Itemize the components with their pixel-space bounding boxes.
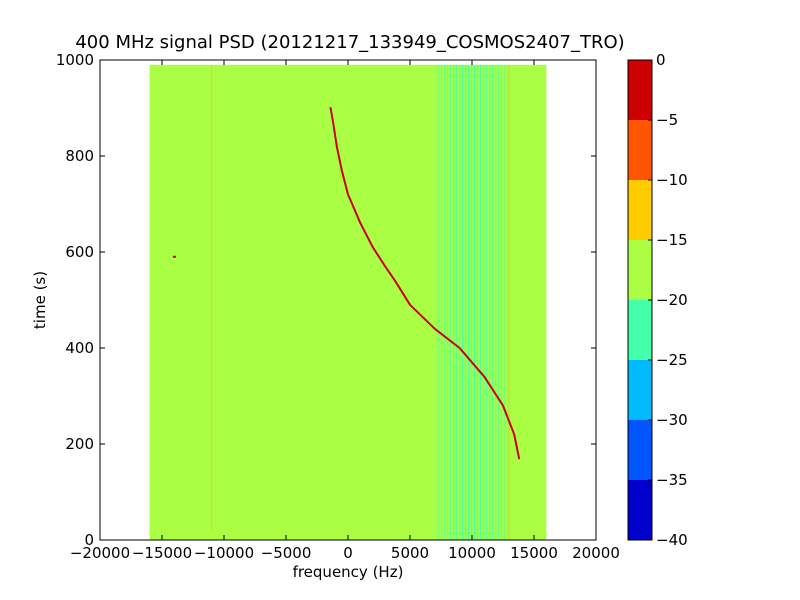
noise-strip xyxy=(482,64,485,541)
noise-strip xyxy=(470,64,473,541)
colorbar-tick-label: −30 xyxy=(656,411,688,429)
noise-strip xyxy=(503,64,506,541)
colorbar-segment xyxy=(628,480,652,540)
noise-strip xyxy=(506,64,509,541)
y-axis-label: time (s) xyxy=(31,271,49,329)
noise-strip xyxy=(449,64,452,541)
colorbar-tick-label: 0 xyxy=(656,51,666,69)
colorbar-segment xyxy=(628,420,652,480)
chart-title: 400 MHz signal PSD (20121217_133949_COSM… xyxy=(75,32,624,53)
noise-strip xyxy=(440,64,443,541)
colorbar-segment xyxy=(628,360,652,420)
noise-strip xyxy=(461,64,464,541)
noise-strip xyxy=(434,64,437,541)
colorbar-tick-label: −20 xyxy=(656,291,688,309)
noise-strip xyxy=(479,64,482,541)
colorbar-ticks: −40 −35 −30 −25 −20 −15 −10 −5 0 xyxy=(648,51,688,549)
noise-strip xyxy=(452,64,455,541)
y-tick-label: 200 xyxy=(65,435,94,453)
noise-strip xyxy=(491,64,494,541)
colorbar-tick-label: −40 xyxy=(656,531,688,549)
colorbar-tick-label: −25 xyxy=(656,351,688,369)
noise-strip xyxy=(437,64,440,541)
y-tick-label: 0 xyxy=(84,531,94,549)
noise-strip xyxy=(476,64,479,541)
x-tick-label: 10000 xyxy=(448,544,496,562)
noise-strip xyxy=(464,64,467,541)
x-tick-label: 15000 xyxy=(510,544,558,562)
x-tick-label: 0 xyxy=(343,544,353,562)
noise-strip xyxy=(488,64,491,541)
noise-strip xyxy=(458,64,461,541)
colorbar-segment xyxy=(628,300,652,360)
noise-strip xyxy=(455,64,458,541)
x-tick-label: −5000 xyxy=(261,544,312,562)
spectrogram-plot: −20000 −15000 −10000 −5000 0 5000 10000 15000 20… xyxy=(56,51,620,562)
colorbar-tick-label: −5 xyxy=(656,111,678,129)
colorbar: −40 −35 −30 −25 −20 −15 −10 −5 0 xyxy=(627,51,688,549)
y-tick-label: 400 xyxy=(65,339,94,357)
noise-strip xyxy=(443,64,446,541)
y-tick-label: 600 xyxy=(65,243,94,261)
colorbar-segment xyxy=(628,180,652,240)
y-axis-ticks: 0 200 400 600 800 1000 xyxy=(56,51,596,549)
colorbar-tick-label: −35 xyxy=(656,471,688,489)
noise-strip xyxy=(473,64,476,541)
y-tick-label: 800 xyxy=(65,147,94,165)
x-tick-label: 20000 xyxy=(572,544,620,562)
noise-strip xyxy=(500,64,503,541)
colorbar-tick-label: −15 xyxy=(656,231,688,249)
colorbar-tick-label: −10 xyxy=(656,171,688,189)
signal-trace xyxy=(329,107,521,460)
noise-strip xyxy=(485,64,488,541)
colorbar-segments xyxy=(628,60,652,540)
x-tick-label: −10000 xyxy=(194,544,254,562)
x-tick-label: 5000 xyxy=(391,544,429,562)
heatmap-image xyxy=(149,64,547,541)
noise-strip xyxy=(446,64,449,541)
noise-strip xyxy=(497,64,500,541)
x-tick-label: −15000 xyxy=(132,544,192,562)
noise-band xyxy=(434,64,509,541)
x-axis-ticks: −20000 −15000 −10000 −5000 0 5000 10000 15000 20… xyxy=(70,60,620,562)
colorbar-segment xyxy=(628,240,652,300)
colorbar-segment xyxy=(628,60,652,120)
signal-spot xyxy=(172,255,176,258)
x-axis-label: frequency (Hz) xyxy=(293,563,404,581)
noise-strip xyxy=(494,64,497,541)
colorbar-segment xyxy=(628,120,652,180)
x-tick-label: −20000 xyxy=(70,544,130,562)
noise-strip xyxy=(467,64,470,541)
y-tick-label: 1000 xyxy=(56,51,94,69)
